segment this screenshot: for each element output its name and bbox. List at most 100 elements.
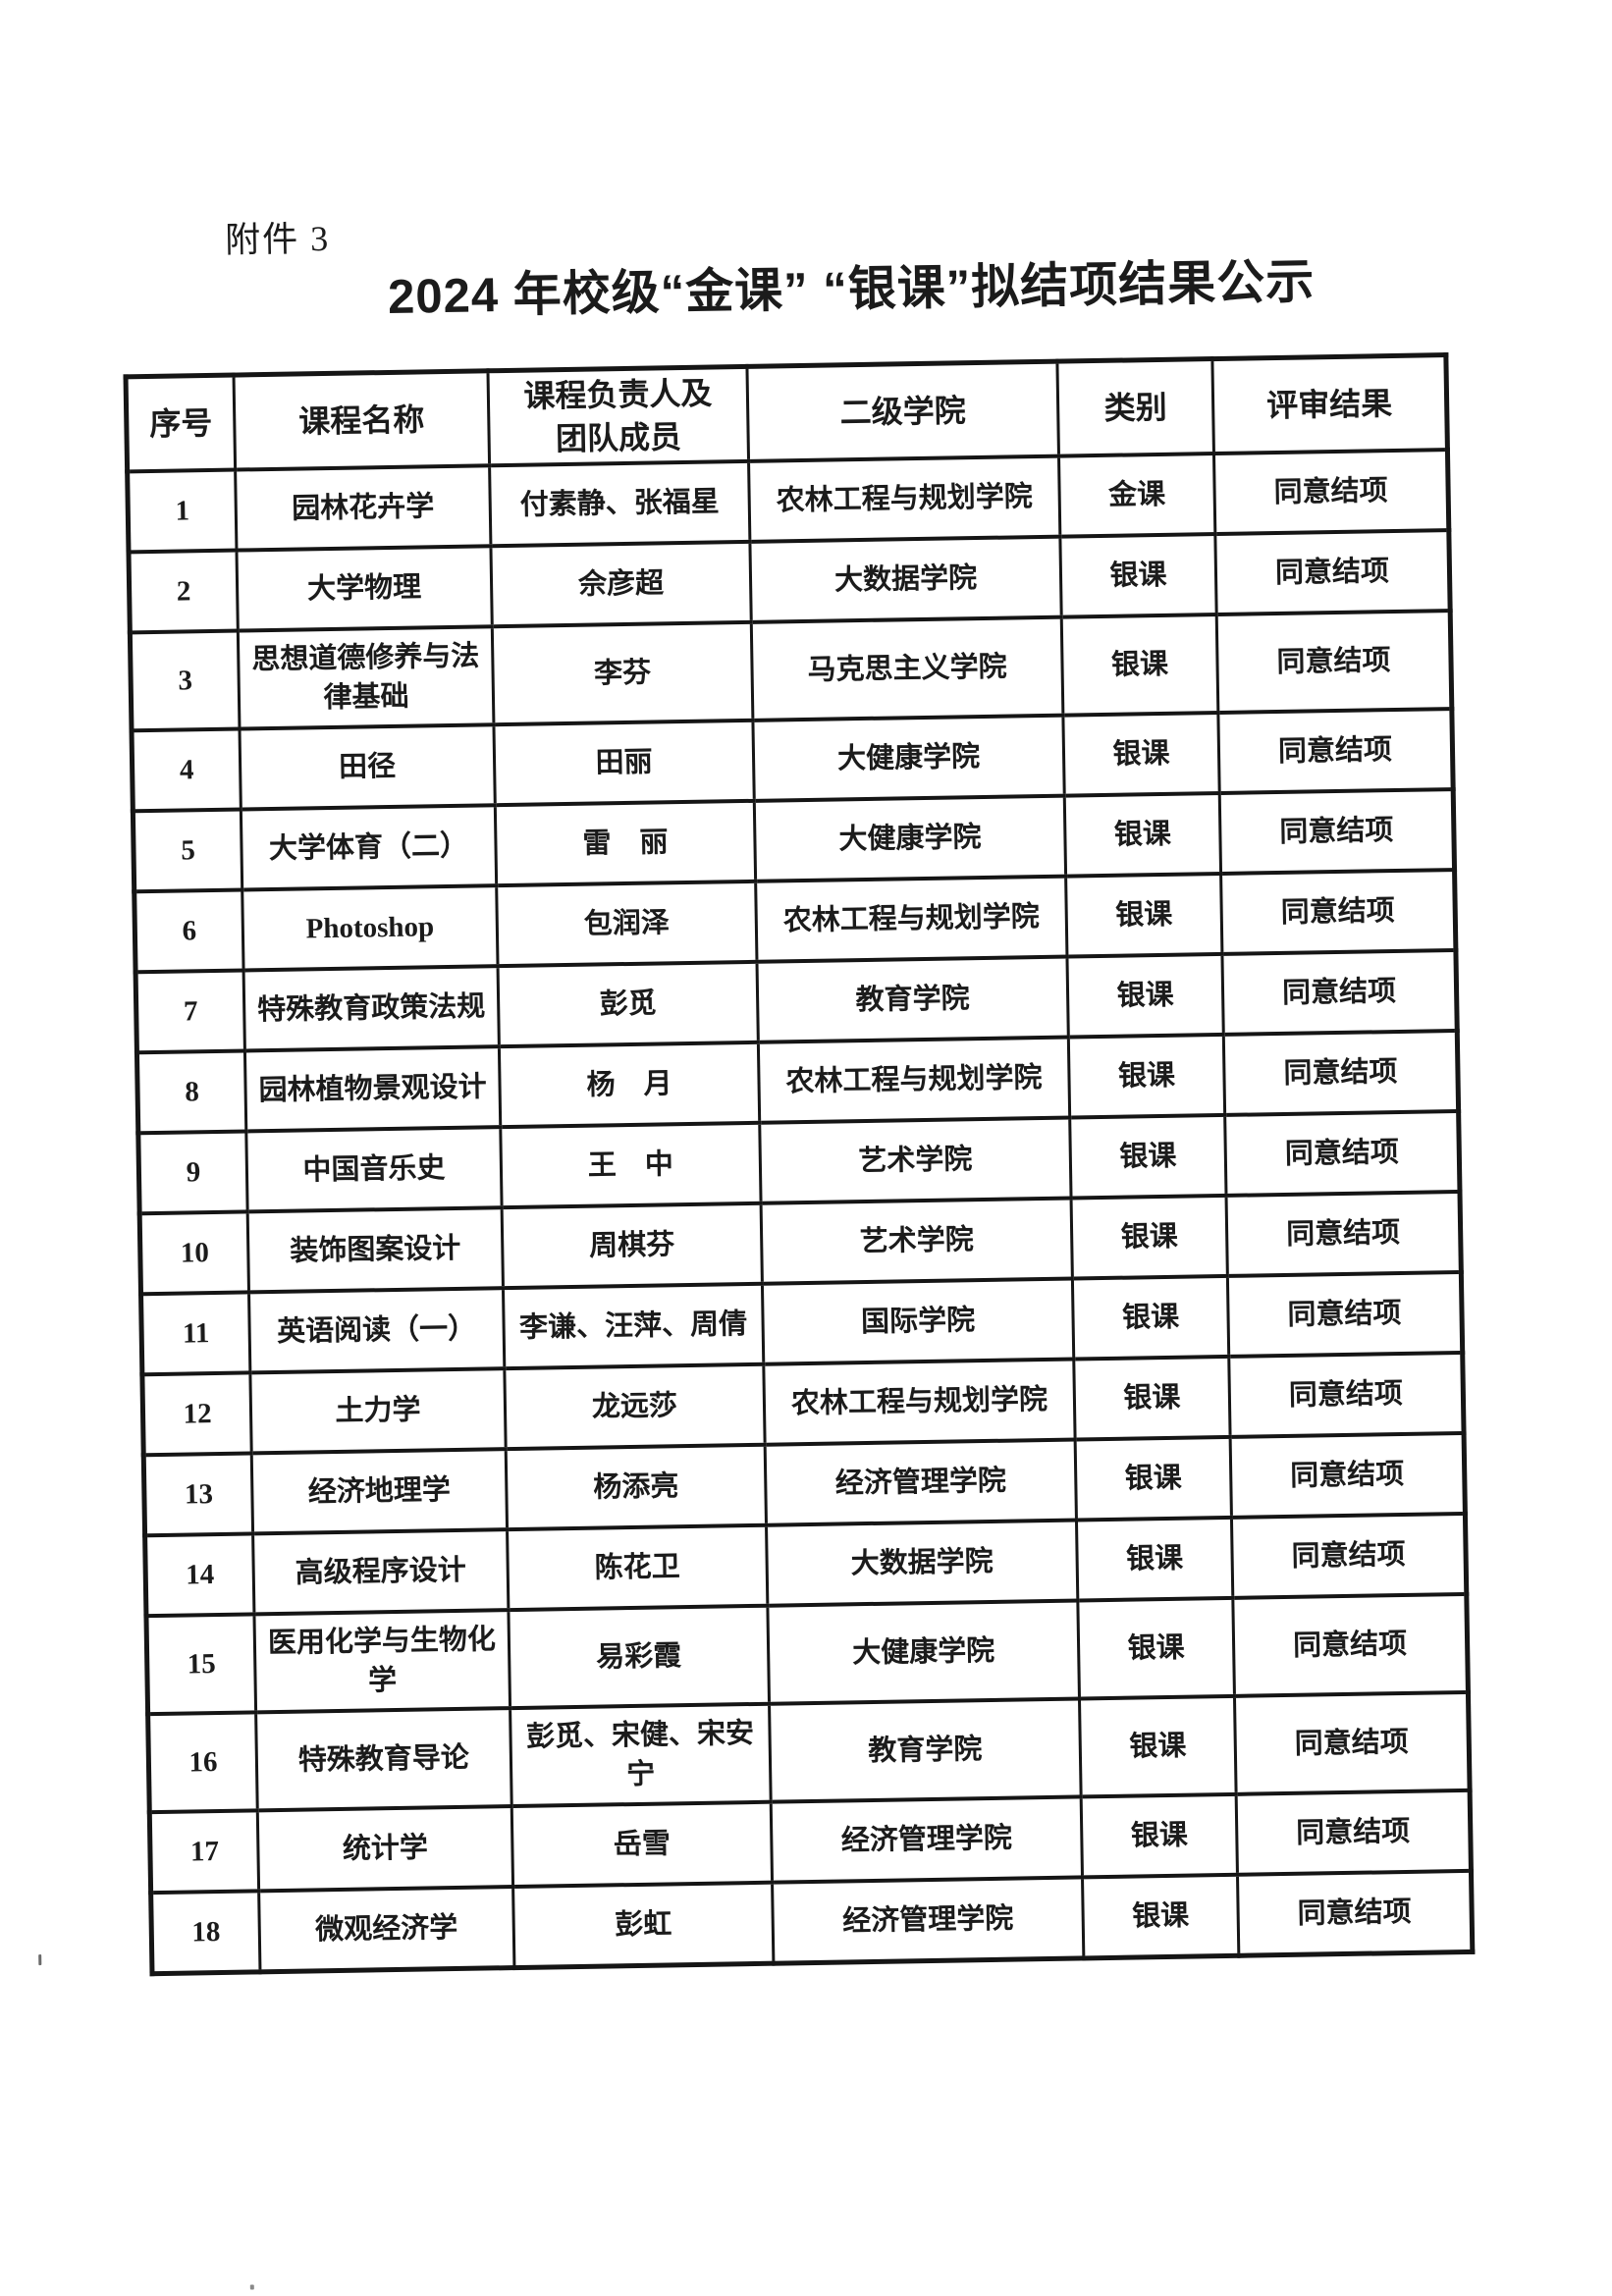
cell-course: 医用化学与生物化 学 [253,1610,510,1713]
cell-result: 同意结项 [1214,530,1451,615]
cell-category: 银课 [1073,1357,1231,1440]
cell-result: 同意结项 [1217,709,1454,794]
cell-leader: 彭虹 [512,1883,774,1968]
cell-result: 同意结项 [1216,611,1452,714]
cell-no: 10 [139,1211,249,1295]
cell-leader: 岳雪 [511,1802,773,1888]
cell-college: 大健康学院 [767,1600,1080,1705]
cell-leader: 周棋芬 [502,1203,763,1289]
cell-leader: 田丽 [493,721,755,806]
cell-no: 6 [134,889,244,973]
cell-category: 银课 [1072,1276,1229,1360]
cell-leader: 龙远莎 [504,1364,766,1450]
cell-result: 同意结项 [1213,450,1449,535]
cell-course: 大学物理 [236,546,493,631]
cell-college: 大健康学院 [754,795,1066,882]
cell-no: 15 [145,1614,256,1715]
cell-college: 大数据学院 [749,536,1062,623]
header-category: 类别 [1056,358,1214,456]
cell-result: 同意结项 [1226,1192,1462,1277]
cell-no: 13 [143,1453,253,1536]
header-result: 评审结果 [1211,354,1448,454]
cell-category: 银课 [1071,1196,1228,1279]
cell-result: 同意结项 [1223,1031,1459,1116]
cell-no: 11 [140,1292,250,1375]
cell-college: 农林工程与规划学院 [758,1037,1070,1124]
cell-category: 金课 [1058,454,1215,537]
cell-leader: 李谦、汪萍、周倩 [503,1284,764,1369]
cell-leader: 付素静、张福星 [489,461,750,547]
cell-college: 国际学院 [762,1278,1074,1365]
header-no: 序号 [126,375,236,472]
cell-college: 艺术学院 [761,1198,1073,1285]
scan-speck [249,2284,254,2290]
cell-category: 银课 [1066,954,1224,1038]
cell-result: 同意结项 [1237,1871,1473,1956]
cell-category: 银课 [1079,1696,1237,1797]
cell-result: 同意结项 [1220,870,1456,955]
cell-leader: 彭觅、宋健、宋安 宁 [510,1704,772,1807]
scan-speck [38,1954,42,1966]
cell-course: 中国音乐史 [245,1127,503,1212]
cell-category: 银课 [1069,1115,1227,1199]
cell-leader: 王 中 [500,1123,762,1208]
cell-leader: 陈花卫 [507,1525,768,1611]
cell-category: 银课 [1059,534,1217,617]
cell-course: 特殊教育导论 [255,1708,512,1811]
header-leader: 课程负责人及 团队成员 [487,366,749,466]
cell-result: 同意结项 [1232,1594,1469,1697]
cell-result: 同意结项 [1231,1514,1467,1599]
cell-course: 装饰图案设计 [247,1207,504,1293]
cell-course: 统计学 [257,1806,513,1892]
cell-course: 特殊教育政策法规 [243,966,500,1051]
cell-college: 农林工程与规划学院 [748,455,1060,543]
cell-college: 大数据学院 [766,1520,1078,1607]
cell-no: 3 [130,630,240,731]
cell-no: 12 [141,1372,252,1456]
cell-college: 教育学院 [757,956,1069,1043]
attachment-label: 附件 3 [224,218,331,260]
cell-category: 银课 [1077,1598,1235,1699]
header-college: 二级学院 [746,361,1059,462]
cell-no: 5 [133,809,242,892]
cell-course: 高级程序设计 [252,1529,509,1615]
cell-category: 银课 [1061,614,1218,716]
results-table: 序号 课程名称 课程负责人及 团队成员 二级学院 类别 评审结果 1 园林花卉学付… [123,352,1476,1977]
cell-course: 土力学 [249,1368,507,1454]
cell-no: 4 [132,728,242,812]
cell-leader: 包润泽 [496,881,758,967]
cell-course: 思想道德修养与法 律基础 [238,626,494,729]
cell-college: 艺术学院 [759,1117,1072,1204]
cell-result: 同意结项 [1219,789,1455,875]
cell-no: 16 [147,1712,258,1813]
cell-result: 同意结项 [1228,1353,1465,1438]
cell-category: 银课 [1076,1518,1233,1601]
cell-college: 农林工程与规划学院 [755,876,1067,963]
cell-result: 同意结项 [1230,1433,1466,1519]
cell-no: 8 [136,1050,246,1134]
cell-leader: 雷 丽 [495,801,756,886]
cell-no: 14 [144,1533,254,1617]
cell-college: 经济管理学院 [772,1877,1084,1964]
cell-leader: 易彩霞 [508,1606,770,1709]
cell-course: 园林植物景观设计 [244,1046,501,1132]
cell-course: 微观经济学 [258,1887,514,1973]
cell-leader: 彭觅 [498,962,759,1047]
cell-course: 园林花卉学 [235,465,491,551]
header-course: 课程名称 [234,370,490,470]
cell-category: 银课 [1075,1437,1232,1521]
cell-college: 经济管理学院 [771,1796,1083,1884]
cell-course: 田径 [239,724,496,810]
cell-college: 农林工程与规划学院 [763,1359,1076,1446]
cell-result: 同意结项 [1236,1790,1472,1876]
cell-result: 同意结项 [1234,1692,1471,1795]
cell-course: 英语阅读（一） [248,1288,505,1373]
cell-category: 银课 [1064,793,1221,877]
cell-leader: 佘彦超 [490,542,752,627]
page-title: 2024 年校级“金课” “银课”拟结项结果公示 [387,255,1316,324]
cell-college: 马克思主义学院 [751,616,1063,721]
cell-result: 同意结项 [1227,1272,1463,1358]
cell-category: 银课 [1068,1035,1225,1118]
cell-leader: 杨 月 [499,1042,760,1128]
